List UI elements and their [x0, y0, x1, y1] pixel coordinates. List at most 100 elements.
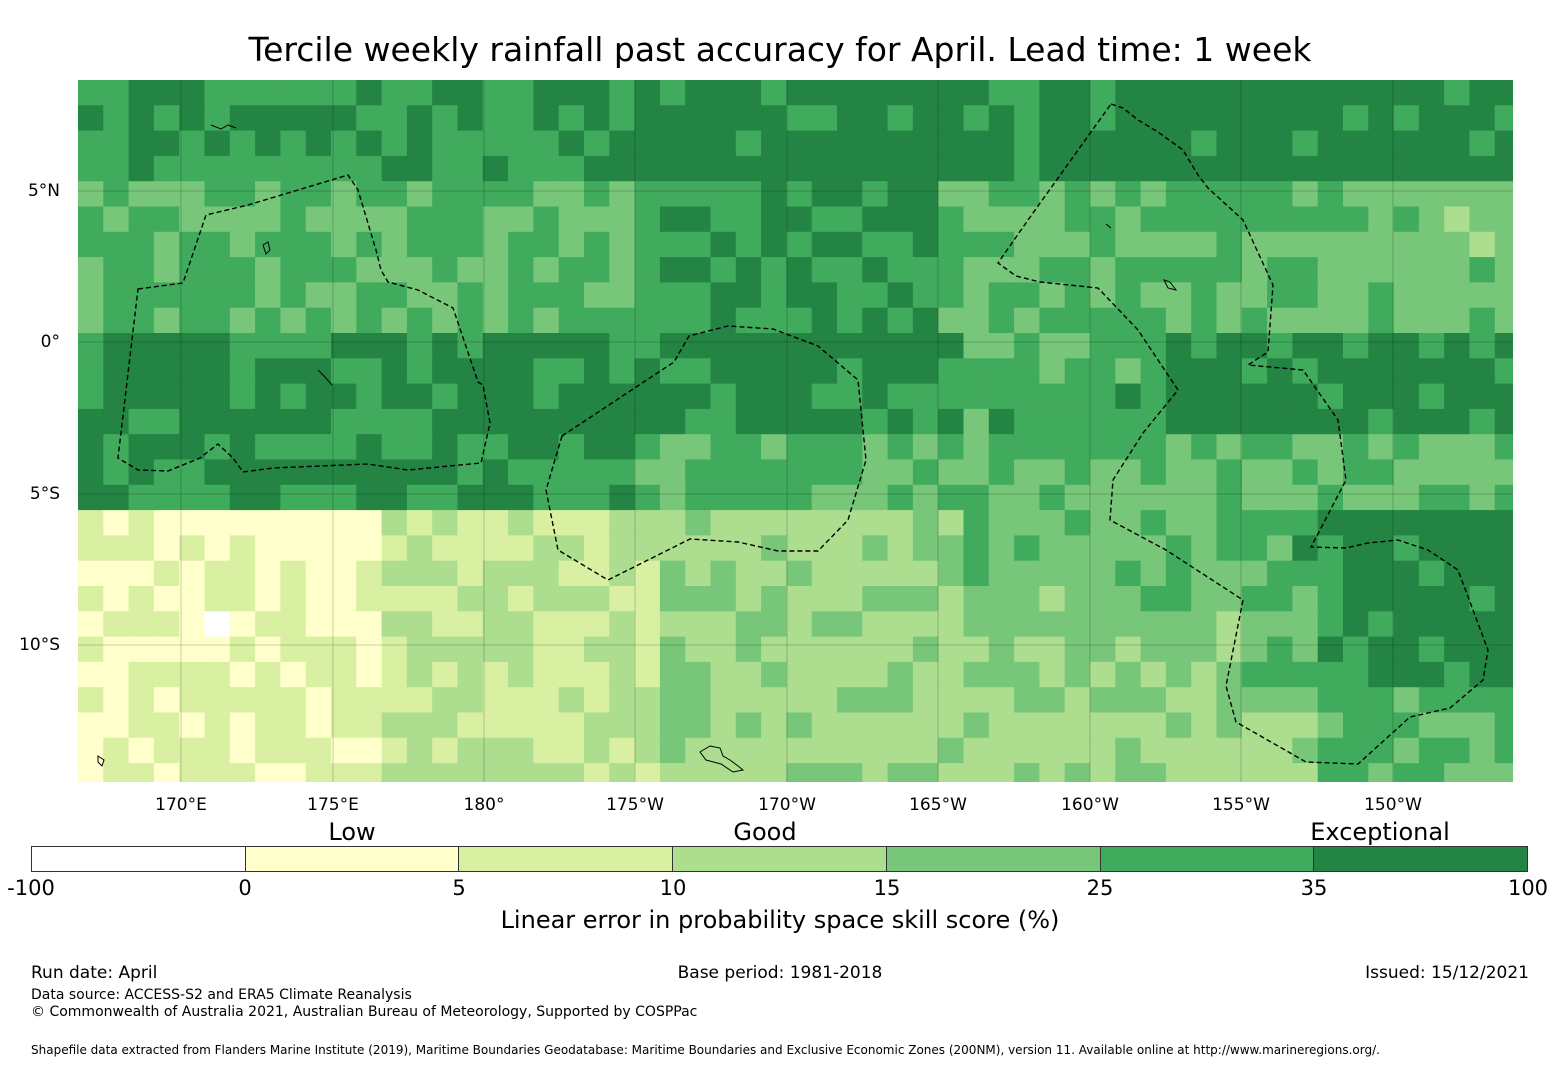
colorbar-segment — [245, 847, 460, 871]
skill-cell — [280, 687, 307, 714]
skill-cell — [1191, 737, 1218, 764]
skill-cell — [1267, 687, 1293, 714]
skill-cell — [837, 661, 863, 688]
skill-cell — [1494, 80, 1513, 106]
skill-cell — [103, 105, 130, 132]
skill-cell — [1241, 181, 1268, 208]
skill-cell — [1241, 661, 1268, 688]
skill-cell — [1418, 282, 1445, 309]
skill-cell — [1039, 687, 1066, 714]
skill-cell — [1216, 434, 1243, 461]
skill-cell — [634, 712, 661, 739]
skill-cell — [255, 358, 281, 385]
skill-cell — [280, 80, 307, 106]
skill-cell — [1418, 560, 1445, 587]
skill-cell — [710, 737, 737, 764]
skill-cell — [584, 105, 610, 132]
skill-cell — [887, 712, 914, 739]
skill-cell — [1039, 358, 1066, 385]
skill-cell — [761, 383, 787, 410]
skill-cell — [103, 459, 130, 486]
skill-cell — [381, 408, 408, 435]
skill-cell — [1216, 636, 1243, 663]
skill-cell — [988, 611, 1015, 638]
skill-cell — [331, 80, 357, 106]
skill-cell — [1191, 611, 1218, 638]
skill-cell — [1469, 105, 1496, 132]
skill-cell — [584, 80, 610, 106]
skill-cell — [1469, 763, 1496, 782]
skill-cell — [331, 408, 357, 435]
skill-cell — [659, 484, 686, 511]
skill-cell — [837, 687, 863, 714]
skill-cell — [1115, 510, 1142, 536]
skill-cell — [331, 434, 357, 461]
skill-cell — [381, 358, 408, 385]
skill-cell — [761, 586, 787, 612]
skill-cell — [1165, 636, 1192, 663]
skill-cell — [1393, 560, 1420, 587]
skill-cell — [685, 611, 712, 638]
skill-cell — [508, 408, 534, 435]
skill-cell — [1165, 333, 1192, 359]
skill-cell — [179, 181, 206, 208]
skill-cell — [1494, 333, 1513, 359]
skill-cell — [786, 586, 813, 612]
skill-cell — [381, 586, 408, 612]
skill-cell — [1418, 155, 1445, 182]
skill-cell — [508, 434, 534, 461]
skill-cell — [1039, 763, 1066, 782]
skill-cell — [78, 333, 104, 359]
skill-cell — [457, 155, 484, 182]
skill-cell — [1368, 586, 1395, 612]
skill-cell — [786, 257, 813, 283]
skill-cell — [912, 459, 939, 486]
skill-cell — [229, 535, 256, 562]
skill-cell — [1064, 206, 1091, 233]
skill-cell — [609, 155, 636, 182]
skill-cell — [887, 80, 914, 106]
skill-cell — [1165, 484, 1192, 511]
skill-cell — [735, 611, 762, 638]
skill-cell — [1165, 510, 1192, 536]
skill-cell — [1039, 434, 1066, 461]
skill-cell — [988, 712, 1015, 739]
skill-cell — [1469, 231, 1496, 258]
skill-cell — [1368, 358, 1395, 385]
skill-cell — [634, 611, 661, 638]
colorbar-tick: 5 — [452, 876, 466, 900]
skill-cell — [811, 459, 838, 486]
skill-cell — [1292, 181, 1319, 208]
skill-cell — [406, 535, 433, 562]
skill-cell — [356, 181, 383, 208]
skill-cell — [659, 636, 686, 663]
lon-label-155w: 155°W — [1212, 795, 1270, 815]
skill-cell — [305, 155, 332, 182]
skill-cell — [609, 408, 636, 435]
skill-cell — [1064, 307, 1091, 334]
skill-cell — [634, 307, 661, 334]
skill-cell — [1191, 282, 1218, 309]
skill-cell — [457, 358, 484, 385]
skill-cell — [406, 383, 433, 410]
skill-cell — [432, 231, 459, 258]
skill-cell — [938, 712, 965, 739]
skill-cell — [103, 257, 130, 283]
skill-cell — [482, 535, 509, 562]
skill-cell — [1039, 661, 1066, 688]
skill-cell — [988, 130, 1015, 157]
skill-cell — [1115, 535, 1142, 562]
category-label-good: Good — [733, 818, 797, 846]
skill-cell — [584, 130, 610, 157]
skill-cell — [862, 434, 889, 461]
skill-cell — [938, 105, 965, 132]
skill-cell — [78, 661, 104, 688]
skill-cell — [432, 535, 459, 562]
skill-cell — [1115, 333, 1142, 359]
skill-cell — [381, 636, 408, 663]
skill-cell — [912, 661, 939, 688]
lat-label-5n: 5°N — [27, 181, 60, 201]
skill-cell — [204, 661, 231, 688]
skill-cell — [432, 586, 459, 612]
skill-cell — [381, 333, 408, 359]
